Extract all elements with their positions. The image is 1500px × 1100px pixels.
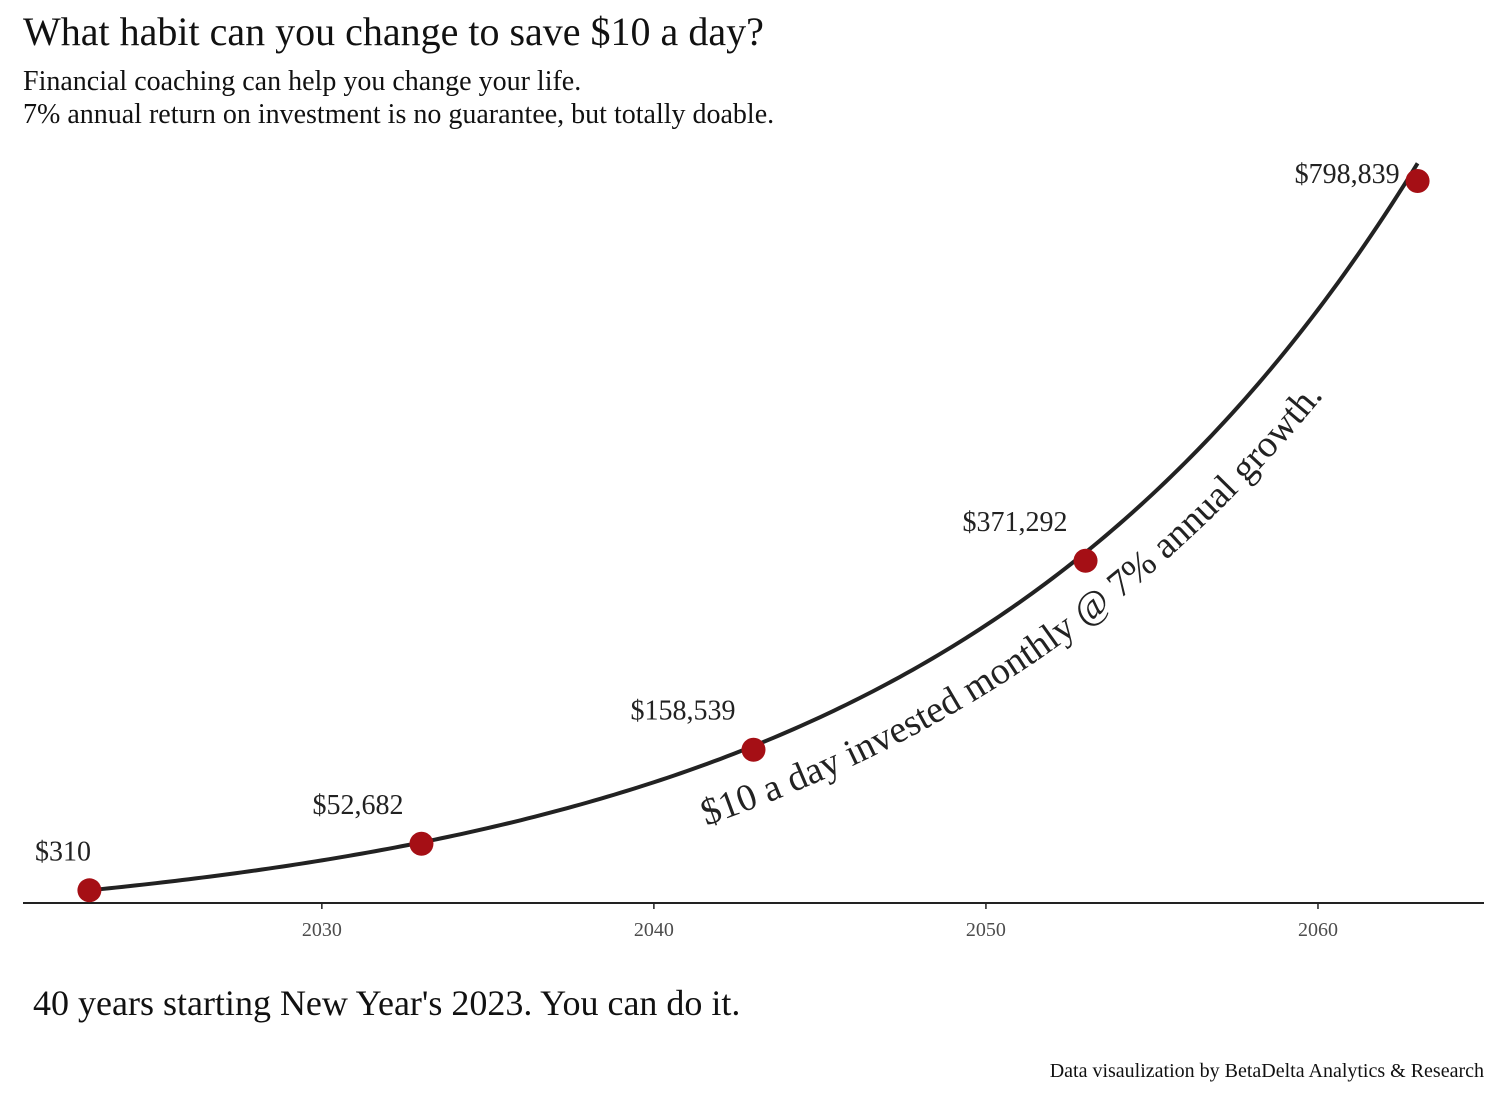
x-tick-label: 2060 <box>1298 919 1338 941</box>
data-points <box>77 169 1430 903</box>
data-point <box>1405 169 1430 193</box>
x-tick-label: 2050 <box>966 919 1006 941</box>
x-tick-label: 2030 <box>302 919 342 941</box>
chart-caption: 40 years starting New Year's 2023. You c… <box>33 983 741 1023</box>
chart-subtitle-line-2: 7% annual return on investment is no gua… <box>23 99 775 130</box>
data-labels: $310 $52,682 $158,539 $371,292 $798,839 <box>35 159 1400 867</box>
data-point <box>409 831 434 856</box>
data-label: $371,292 <box>963 507 1068 538</box>
data-label: $158,539 <box>631 696 736 727</box>
data-point <box>1073 548 1098 573</box>
data-label: $798,839 <box>1295 159 1400 190</box>
x-axis-ticks: 2030 2040 2050 2060 <box>302 903 1338 941</box>
data-label: $310 <box>35 836 91 867</box>
chart-subtitle-line-1: Financial coaching can help you change y… <box>23 66 582 97</box>
data-point <box>77 878 102 903</box>
x-tick-label: 2040 <box>634 919 674 941</box>
data-point <box>741 737 766 762</box>
data-label: $52,682 <box>312 790 403 821</box>
chart-title: What habit can you change to save $10 a … <box>23 9 764 54</box>
chart-credit: Data visaulization by BetaDelta Analytic… <box>1049 1060 1484 1082</box>
